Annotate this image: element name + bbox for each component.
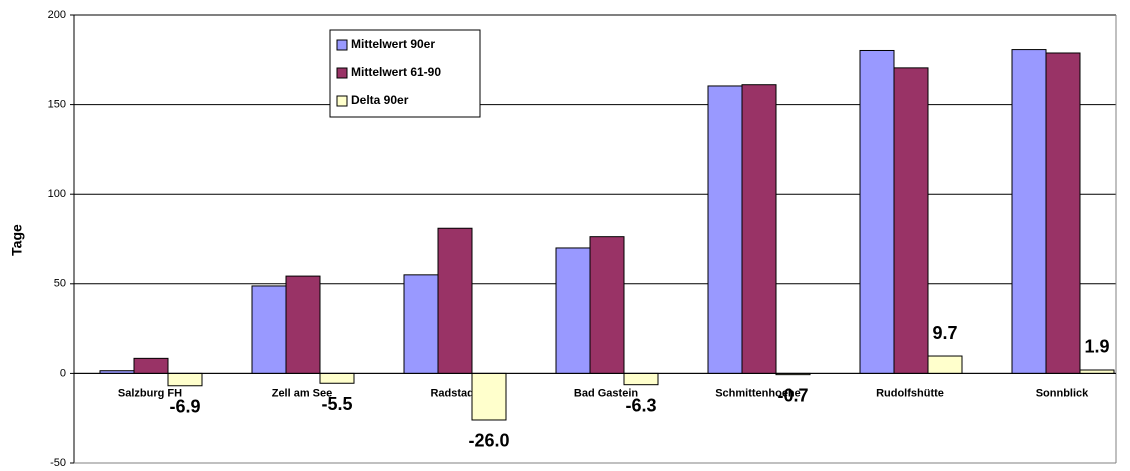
bar [133,357,169,374]
data-label: -6.3 [625,395,656,415]
bar [167,372,203,387]
bar [403,274,439,374]
bar [707,85,743,374]
x-tick-label: Bad Gastein [574,387,638,399]
y-axis-title: Tage [9,224,25,256]
y-tick-label: 150 [48,99,66,111]
data-label: 1.9 [1084,337,1109,357]
bar [251,285,287,374]
data-label: -6.9 [169,397,200,417]
bar [893,67,929,374]
bar [927,355,963,374]
y-tick-label: 50 [54,278,66,290]
data-label: -5.5 [321,394,352,414]
x-tick-label: Rudolfshütte [876,387,944,399]
legend-label: Delta 90er [351,93,409,107]
y-tick-label: -50 [50,457,66,469]
legend: Mittelwert 90er Mittelwert 61-90 Delta 90e… [329,29,481,118]
bar [589,236,625,374]
y-tick-label: 200 [48,9,66,21]
data-label: -0.7 [777,385,808,405]
y-tick-label: 0 [60,367,66,379]
bar [1079,369,1115,374]
legend-box [329,29,481,118]
data-label: -26.0 [468,431,509,451]
bar [285,275,321,374]
bar [623,372,659,386]
x-tick-label: Salzburg FH [118,387,182,399]
bar [471,372,507,421]
bar [741,84,777,374]
x-tick-label: Schmittenhoehe [715,387,801,399]
x-tick-label: Radstadt [430,387,477,399]
legend-label: Mittelwert 61-90 [351,65,441,79]
bar [319,372,355,384]
x-tick-label: Zell am See [272,387,333,399]
legend-swatch [336,39,348,51]
data-label: 9.7 [932,323,957,343]
x-tick-label: Sonnblick [1036,387,1089,399]
bar [859,49,895,374]
legend-swatch [336,95,348,107]
bar [1011,49,1047,374]
legend-label: Mittelwert 90er [351,37,435,51]
legend-swatch [336,67,348,79]
bar [1045,52,1081,374]
y-tick-label: 100 [48,188,66,200]
bar [555,247,591,374]
bar [437,227,473,374]
